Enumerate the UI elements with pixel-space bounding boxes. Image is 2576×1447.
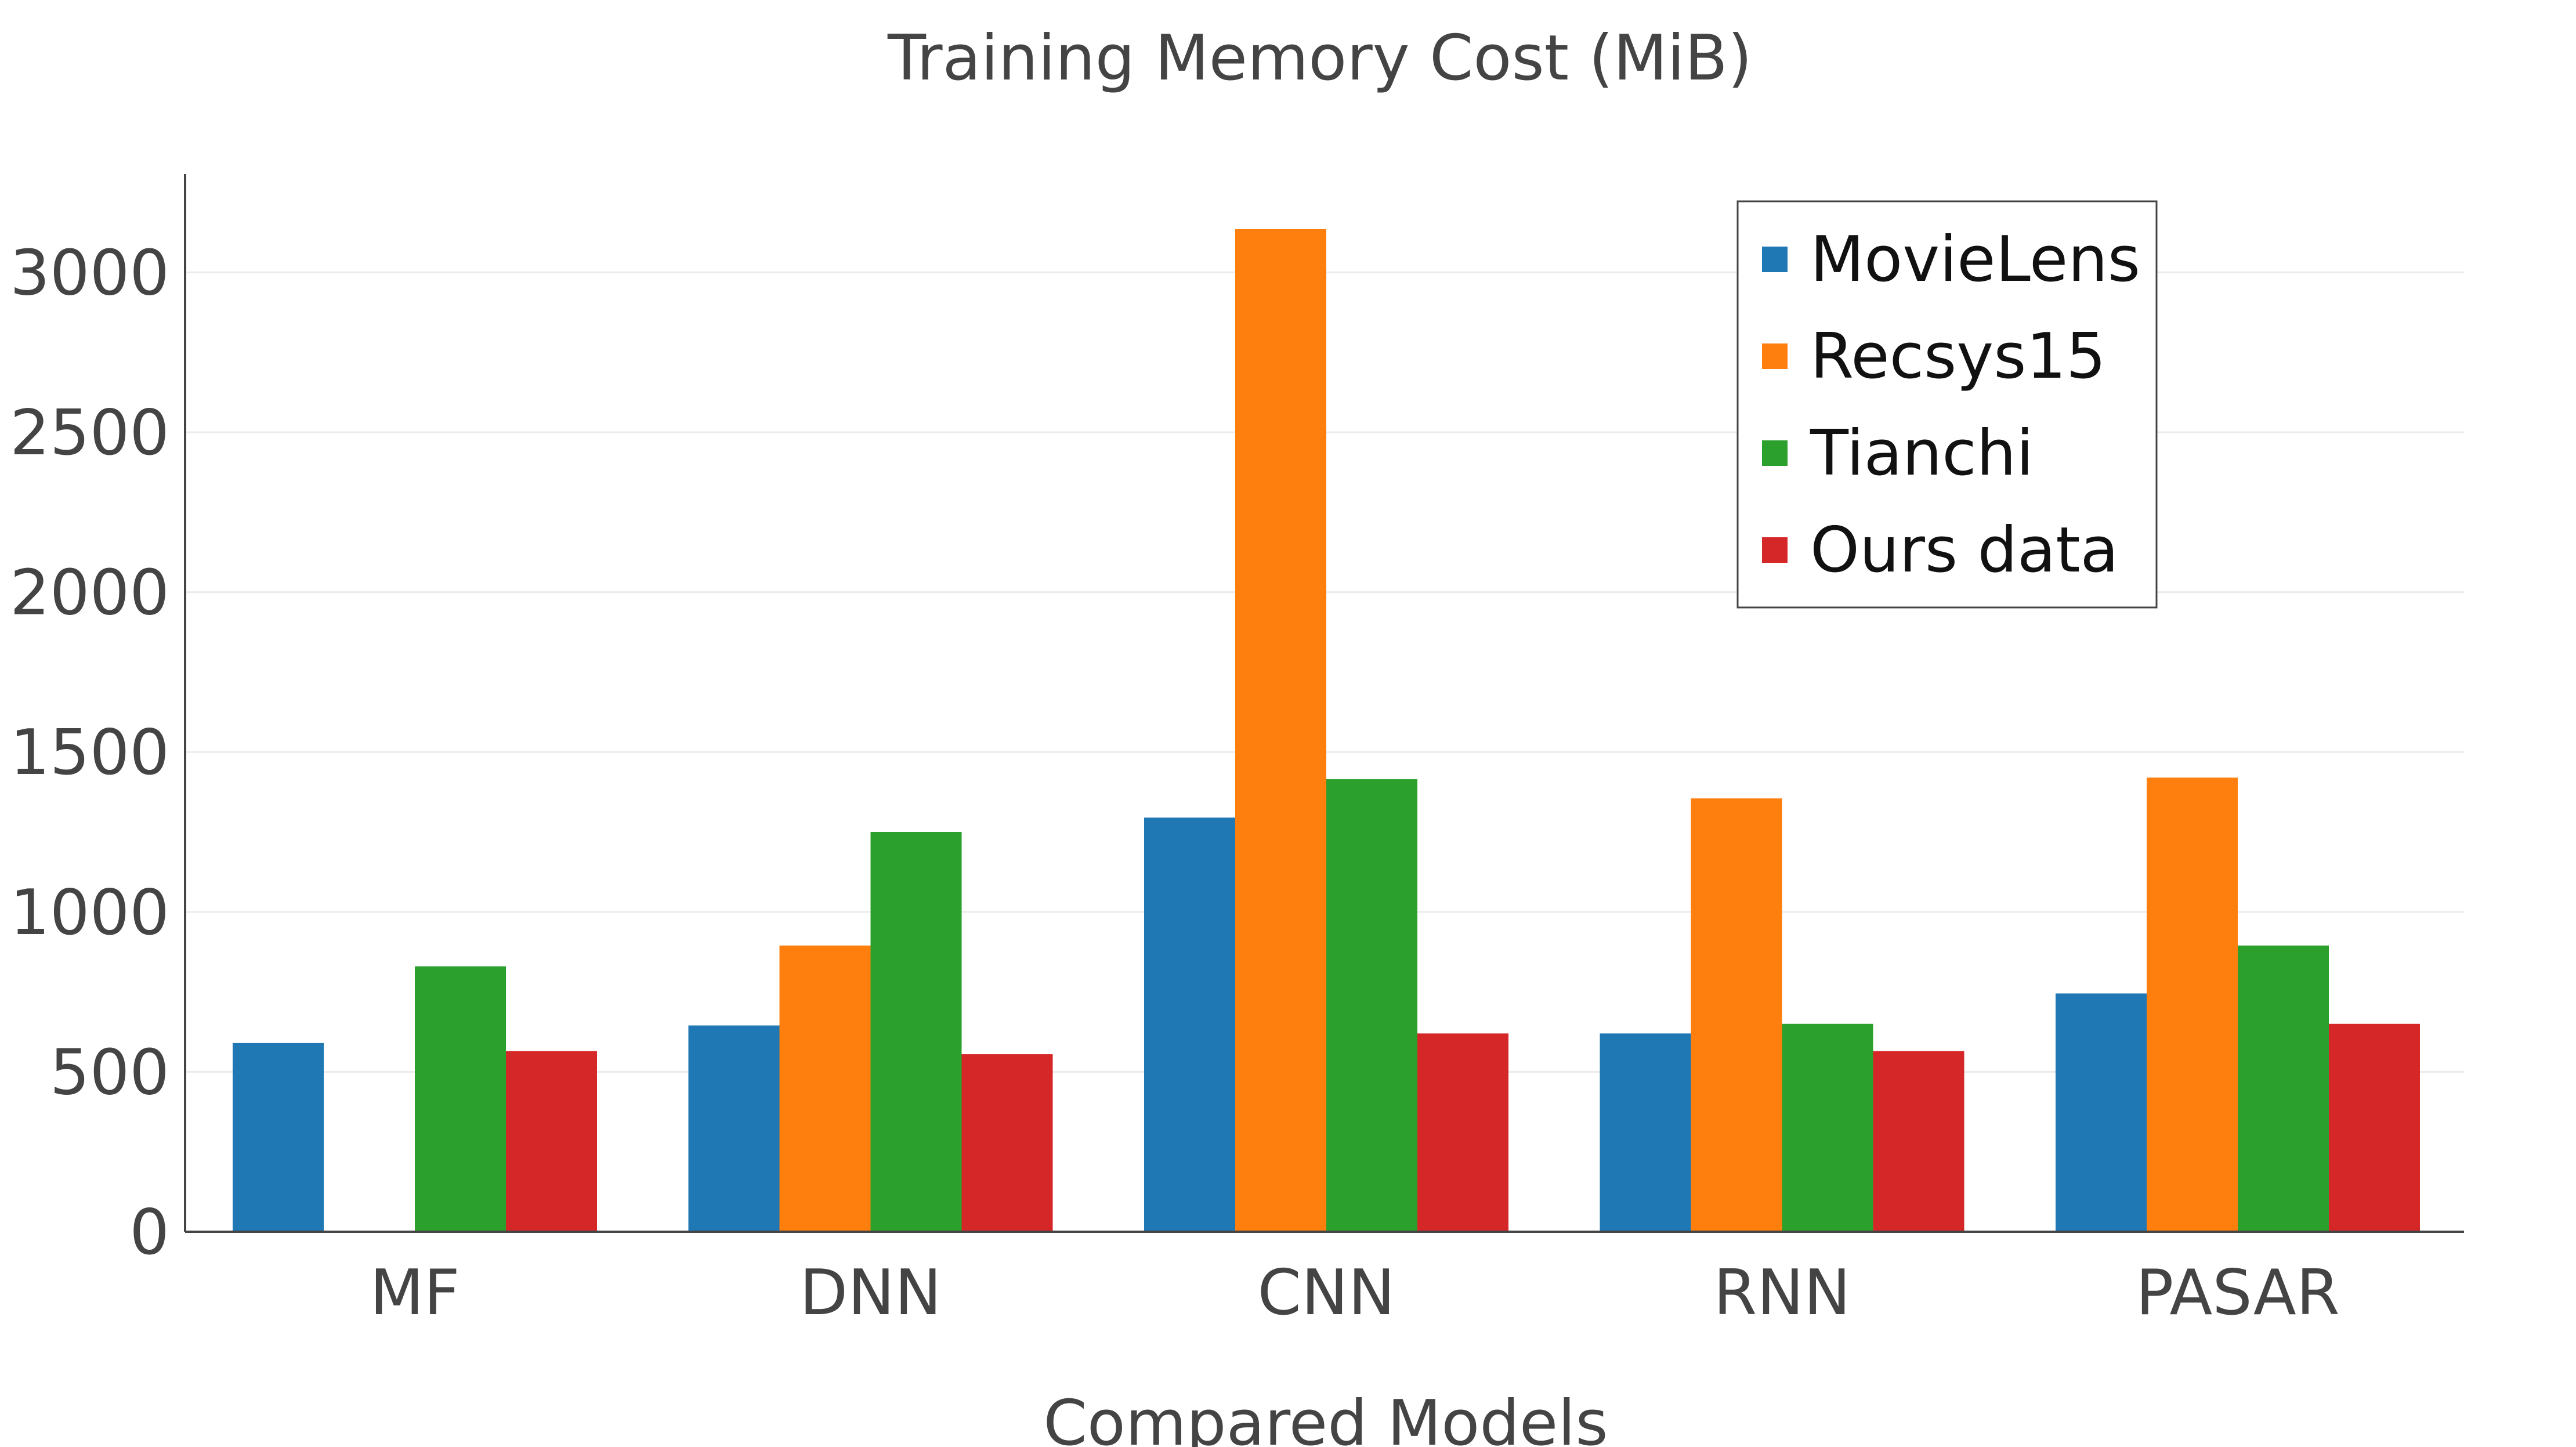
chart-title: Training Memory Cost (MiB) (887, 22, 1752, 95)
bar-tianchi-dnn (870, 832, 962, 1232)
bar-movielens-rnn (1600, 1033, 1691, 1232)
y-tick-label: 2000 (10, 557, 169, 630)
bars (233, 229, 2420, 1232)
y-tick-label: 1500 (10, 717, 169, 789)
legend-label: MovieLens (1810, 223, 2140, 296)
legend-swatch (1762, 440, 1788, 466)
legend-box (1736, 200, 2158, 609)
legend-swatch (1762, 247, 1788, 272)
legend-swatch (1762, 537, 1788, 563)
x-tick-label: PASAR (2136, 1257, 2340, 1329)
x-tick-label: DNN (799, 1257, 942, 1329)
bar-ours-data-cnn (1417, 1033, 1508, 1232)
axes (184, 174, 2464, 1233)
bar-movielens-dnn (688, 1025, 780, 1232)
x-axis-label: Compared Models (1043, 1387, 1608, 1447)
bar-ours-data-mf (506, 1051, 597, 1232)
bar-recsys15-rnn (1691, 798, 1782, 1232)
x-tick-labels: MF DNN CNN RNN PASAR (370, 1257, 2339, 1329)
bar-recsys15-pasar (2147, 777, 2238, 1232)
bar-movielens-cnn (1144, 817, 1235, 1232)
legend-label: Recsys15 (1810, 320, 2106, 393)
y-tick-label: 2500 (10, 397, 169, 469)
bar-recsys15-cnn (1235, 229, 1326, 1232)
y-tick-label: 3000 (10, 237, 169, 309)
bar-movielens-pasar (2056, 993, 2147, 1232)
x-tick-label: MF (370, 1257, 460, 1329)
x-tick-label: CNN (1258, 1257, 1395, 1329)
bar-ours-data-pasar (2329, 1023, 2420, 1232)
bar-recsys15-dnn (779, 945, 871, 1232)
y-tick-label: 1000 (10, 877, 169, 949)
bar-movielens-mf (233, 1043, 324, 1232)
y-tick-label: 500 (50, 1036, 169, 1109)
legend: MovieLens Recsys15 Tianchi Ours data (1736, 200, 2158, 609)
legend-label: Ours data (1810, 514, 2119, 587)
bar-ours-data-rnn (1873, 1051, 1964, 1232)
bar-tianchi-rnn (1782, 1023, 1873, 1232)
y-tick-label: 0 (129, 1196, 169, 1269)
bar-ours-data-dnn (961, 1054, 1053, 1232)
legend-swatch (1762, 343, 1788, 369)
bar-tianchi-pasar (2238, 945, 2329, 1232)
x-tick-label: RNN (1713, 1257, 1851, 1329)
bar-tianchi-mf (415, 966, 506, 1232)
legend-label: Tianchi (1810, 417, 2034, 490)
y-tick-labels: 0 500 1000 1500 2000 2500 3000 (10, 237, 169, 1269)
bar-tianchi-cnn (1326, 779, 1417, 1232)
